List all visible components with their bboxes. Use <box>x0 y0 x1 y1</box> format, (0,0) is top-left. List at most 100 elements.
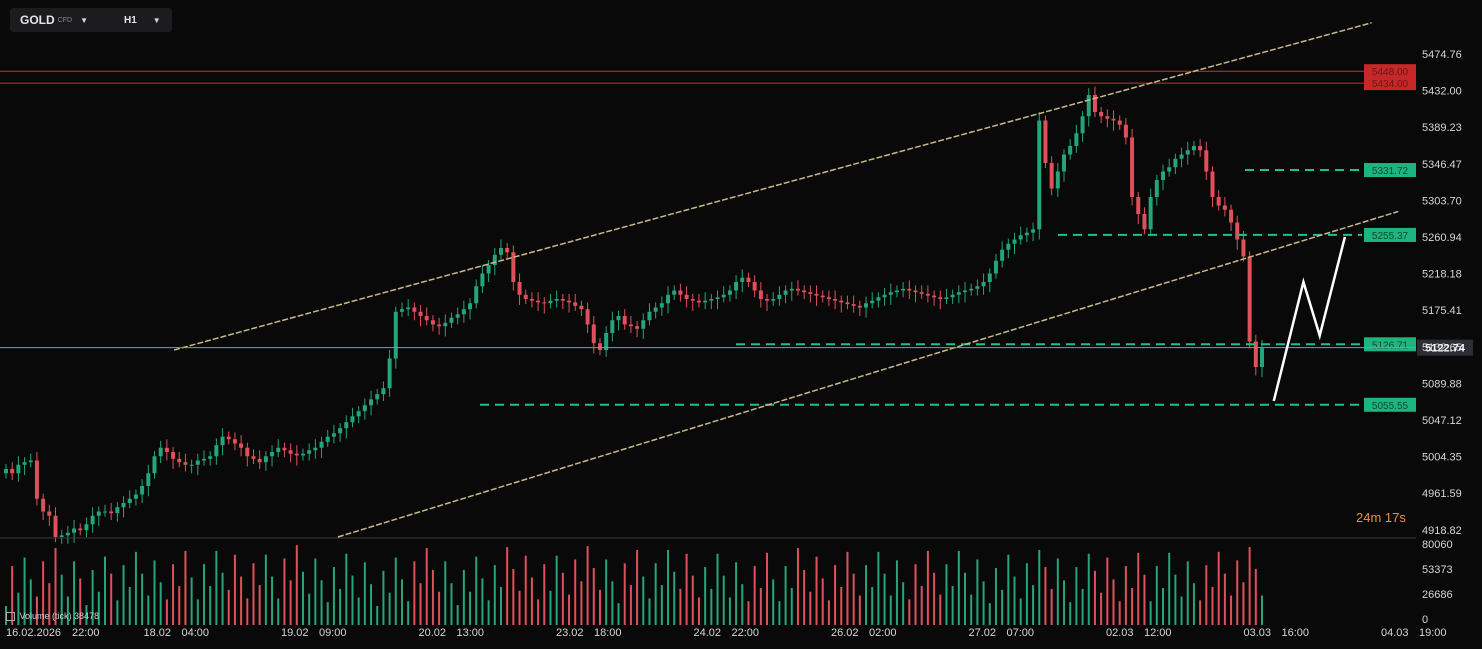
symbol-name[interactable]: GOLD <box>20 13 55 27</box>
candle <box>1018 226 1023 245</box>
candle-body <box>857 305 862 308</box>
volume-bar <box>407 601 410 625</box>
candle <box>53 507 58 543</box>
volume-bar <box>580 581 583 625</box>
volume-bar <box>79 578 82 625</box>
candle <box>1161 164 1166 191</box>
candle <box>208 451 213 466</box>
volume-bar <box>840 587 843 625</box>
candle <box>1012 232 1017 254</box>
volume-bar <box>29 579 32 625</box>
candle-body <box>740 277 745 282</box>
candle-body <box>771 299 776 301</box>
candle <box>127 490 132 509</box>
candle-body <box>177 458 182 463</box>
candle <box>115 502 120 522</box>
candle-body <box>109 511 114 514</box>
volume-bar <box>673 571 676 625</box>
timeframe-selector[interactable]: H1 <box>123 14 137 26</box>
candle <box>443 314 448 337</box>
volume-bar <box>221 572 224 625</box>
volume-bar <box>1248 547 1251 625</box>
candle <box>542 297 547 314</box>
candle-body <box>96 511 101 516</box>
volume-bar <box>994 568 997 625</box>
candle-body <box>1154 180 1159 197</box>
candle-body <box>430 320 435 325</box>
candle-body <box>523 294 528 299</box>
candle-body <box>412 307 417 312</box>
candle <box>746 272 751 288</box>
time-tick-label: 22:00 <box>72 627 100 639</box>
volume-bar <box>103 556 106 625</box>
candle <box>189 459 194 474</box>
time-tick-label: 26.02 <box>831 627 859 639</box>
volume-bar <box>413 561 416 625</box>
candle-body <box>734 282 739 291</box>
volume-bar <box>469 591 472 625</box>
volume-bar <box>1205 565 1208 625</box>
volume-bar <box>54 548 57 625</box>
volume-bar <box>1019 598 1022 625</box>
candle-body <box>777 294 782 299</box>
volume-bar <box>42 561 45 625</box>
price-tick-label: 5432.00 <box>1422 86 1462 98</box>
timeframe-dropdown-icon[interactable]: ▼ <box>152 15 161 25</box>
level-label-box <box>1364 64 1416 79</box>
volume-bar <box>710 588 713 625</box>
volume-bar <box>679 588 682 625</box>
volume-bar <box>543 564 546 625</box>
candle <box>1173 153 1178 175</box>
candle <box>375 389 380 405</box>
volume-indicator-label: Volume (tick) 38478 <box>6 611 99 622</box>
volume-bar <box>1007 554 1010 625</box>
candle-body <box>1247 256 1252 342</box>
candle-body <box>1253 341 1258 367</box>
candle-body <box>307 450 312 454</box>
candle <box>1204 141 1209 180</box>
level-label: 5434.00 <box>1372 79 1409 90</box>
volume-bar <box>1242 582 1245 625</box>
volume-bar <box>506 547 509 625</box>
volume-bar <box>759 587 762 625</box>
volume-bar <box>339 588 342 625</box>
candle-body <box>28 460 33 463</box>
price-tick-label: 5474.76 <box>1422 49 1462 61</box>
candle-body <box>344 422 349 429</box>
volume-bar <box>1025 563 1028 625</box>
candle <box>839 295 844 313</box>
candle-body <box>1148 197 1153 230</box>
volume-bar <box>184 550 187 625</box>
candle-body <box>808 292 813 294</box>
candle <box>901 282 906 298</box>
candle-body <box>1006 243 1011 250</box>
volume-bar <box>1137 552 1140 625</box>
volume-bar <box>790 587 793 625</box>
volume-bar <box>889 595 892 625</box>
candle-body <box>622 316 627 325</box>
volume-bar <box>1199 600 1202 625</box>
candle <box>734 275 739 299</box>
candle-body <box>604 333 609 350</box>
candle <box>864 296 869 318</box>
candle-body <box>789 288 794 291</box>
price-tick-label: 5260.94 <box>1422 232 1462 244</box>
volume-bar <box>73 561 76 625</box>
candle <box>1210 166 1215 208</box>
volume-bar <box>1044 567 1047 625</box>
candle <box>344 415 349 439</box>
candle-body <box>424 316 429 321</box>
candle <box>498 239 503 260</box>
candle <box>1142 207 1147 235</box>
candle <box>919 285 924 299</box>
candle-body <box>529 299 534 301</box>
indicator-settings-icon[interactable] <box>6 612 15 622</box>
candle <box>214 438 219 465</box>
candle <box>610 311 615 342</box>
candle-body <box>232 439 237 444</box>
symbol-dropdown-icon[interactable]: ▼ <box>80 15 88 25</box>
symbol-toolbar[interactable]: GOLD CFD ▼ H1 ▼ <box>10 8 172 32</box>
volume-bar <box>982 581 985 625</box>
volume-bar <box>11 566 14 625</box>
